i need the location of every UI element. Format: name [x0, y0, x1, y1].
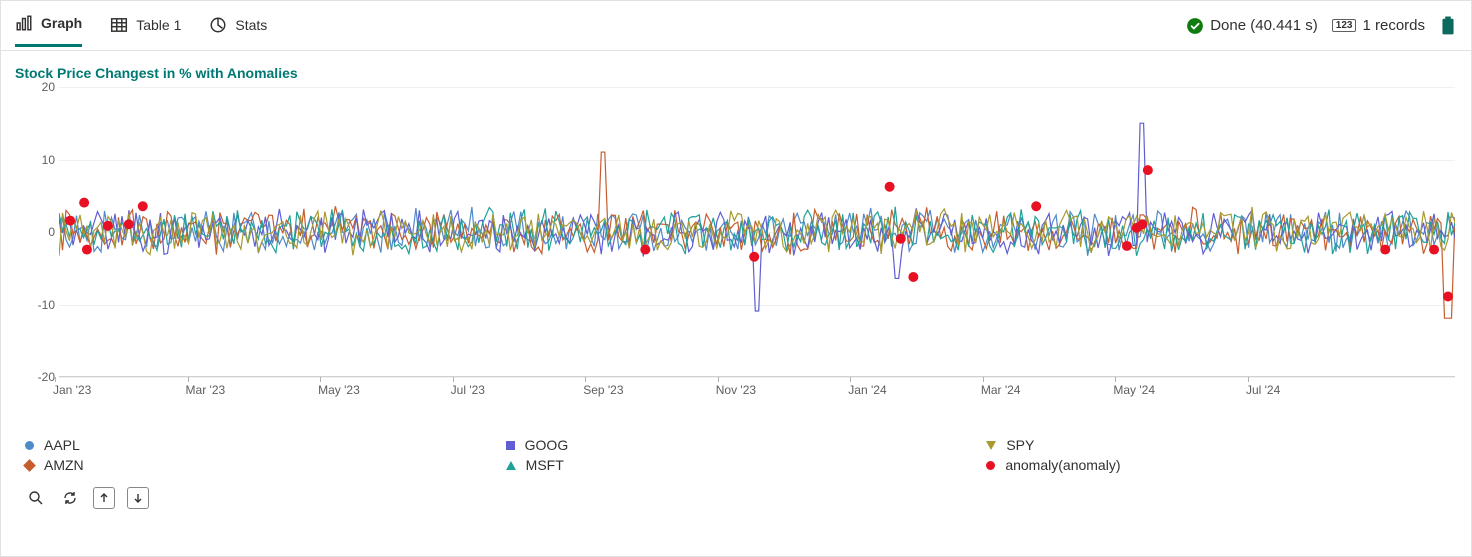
circle-marker-icon: [986, 461, 995, 470]
plot[interactable]: [59, 87, 1455, 377]
y-tick-label: 20: [42, 80, 55, 94]
tab-table-label: Table 1: [136, 17, 181, 33]
x-tick-label: Jul '24: [1246, 383, 1280, 397]
anomaly-point[interactable]: [1429, 245, 1439, 255]
plot-svg: [59, 87, 1455, 376]
legend-item-MSFT[interactable]: MSFT: [506, 457, 967, 473]
anomaly-point[interactable]: [103, 221, 113, 231]
tab-graph-label: Graph: [41, 15, 82, 31]
y-tick-label: 0: [48, 225, 55, 239]
zoom-icon[interactable]: [25, 487, 47, 509]
legend-label: AAPL: [44, 437, 80, 453]
legend-item-SPY[interactable]: SPY: [986, 437, 1447, 453]
legend-label: MSFT: [526, 457, 564, 473]
toolbar-right: Done (40.441 s) 123 1 records: [1186, 16, 1457, 36]
anomaly-point[interactable]: [79, 198, 89, 208]
anomaly-point[interactable]: [885, 182, 895, 192]
anomaly-point[interactable]: [124, 219, 134, 229]
anomaly-point[interactable]: [82, 245, 92, 255]
table-icon: [110, 16, 128, 34]
anomaly-point[interactable]: [1443, 292, 1453, 302]
bar-chart-icon: [15, 14, 33, 32]
legend-item-GOOG[interactable]: GOOG: [506, 437, 967, 453]
diamond-marker-icon: [23, 459, 36, 472]
check-circle-icon: [1186, 17, 1204, 35]
legend-item-anomaly-anomaly-[interactable]: anomaly(anomaly): [986, 457, 1447, 473]
x-tick-label: Mar '23: [186, 383, 226, 397]
y-axis: -20-1001020: [15, 87, 59, 377]
anomaly-point[interactable]: [65, 216, 75, 226]
status: Done (40.441 s): [1186, 17, 1318, 35]
bottom-tools: [1, 473, 1471, 523]
legend-item-AAPL[interactable]: AAPL: [25, 437, 486, 453]
anomaly-point[interactable]: [749, 252, 759, 262]
legend-label: anomaly(anomaly): [1005, 457, 1120, 473]
anomaly-point[interactable]: [1380, 245, 1390, 255]
tab-stats-label: Stats: [235, 17, 267, 33]
stats-icon: [209, 16, 227, 34]
legend-label: GOOG: [525, 437, 569, 453]
legend-item-AMZN[interactable]: AMZN: [25, 457, 486, 473]
anomaly-point[interactable]: [908, 272, 918, 282]
records-label: 1 records: [1362, 17, 1425, 34]
tab-graph[interactable]: Graph: [15, 4, 82, 47]
anomaly-point[interactable]: [138, 201, 148, 211]
chart-title: Stock Price Changest in % with Anomalies: [1, 51, 1471, 87]
records-icon: 123: [1332, 19, 1357, 32]
tabs: Graph Table 1 Stats: [15, 4, 267, 47]
y-tick-label: 10: [42, 153, 55, 167]
anomaly-point[interactable]: [1143, 165, 1153, 175]
records: 123 1 records: [1332, 17, 1425, 34]
y-tick-label: -20: [38, 370, 55, 384]
legend: AAPL GOOG SPY AMZN MSFT anomaly(anomaly): [1, 417, 1471, 473]
refresh-icon[interactable]: [59, 487, 81, 509]
x-tick-label: Jan '24: [848, 383, 886, 397]
triangle-down-marker-icon: [986, 441, 996, 450]
anomaly-point[interactable]: [1122, 241, 1132, 251]
anomaly-point[interactable]: [1137, 219, 1147, 229]
x-tick-label: Mar '24: [981, 383, 1021, 397]
circle-marker-icon: [25, 441, 34, 450]
chart-area: -20-1001020 Jan '23Mar '23May '23Jul '23…: [15, 87, 1455, 417]
anomaly-point[interactable]: [640, 245, 650, 255]
clipboard-icon[interactable]: [1439, 16, 1457, 36]
tab-table[interactable]: Table 1: [110, 6, 181, 46]
status-time: (40.441 s): [1250, 17, 1318, 34]
toolbar: Graph Table 1 Stats Done (40.441 s) 123 …: [1, 1, 1471, 51]
x-tick-label: Jan '23: [53, 383, 91, 397]
anomaly-point[interactable]: [1031, 201, 1041, 211]
legend-label: AMZN: [44, 457, 84, 473]
x-tick-label: Sep '23: [583, 383, 623, 397]
square-marker-icon: [506, 441, 515, 450]
anomaly-point[interactable]: [896, 234, 906, 244]
legend-label: SPY: [1006, 437, 1034, 453]
y-tick-label: -10: [38, 298, 55, 312]
x-tick-label: May '23: [318, 383, 360, 397]
x-tick-label: Nov '23: [716, 383, 756, 397]
gridline: [59, 377, 1455, 378]
tab-stats[interactable]: Stats: [209, 6, 267, 46]
triangle-up-marker-icon: [506, 461, 516, 470]
status-label: Done: [1210, 17, 1246, 34]
export-up-icon[interactable]: [93, 487, 115, 509]
x-tick-label: Jul '23: [451, 383, 485, 397]
export-down-icon[interactable]: [127, 487, 149, 509]
app-panel: Graph Table 1 Stats Done (40.441 s) 123 …: [0, 0, 1472, 557]
x-tick-label: May '24: [1113, 383, 1155, 397]
